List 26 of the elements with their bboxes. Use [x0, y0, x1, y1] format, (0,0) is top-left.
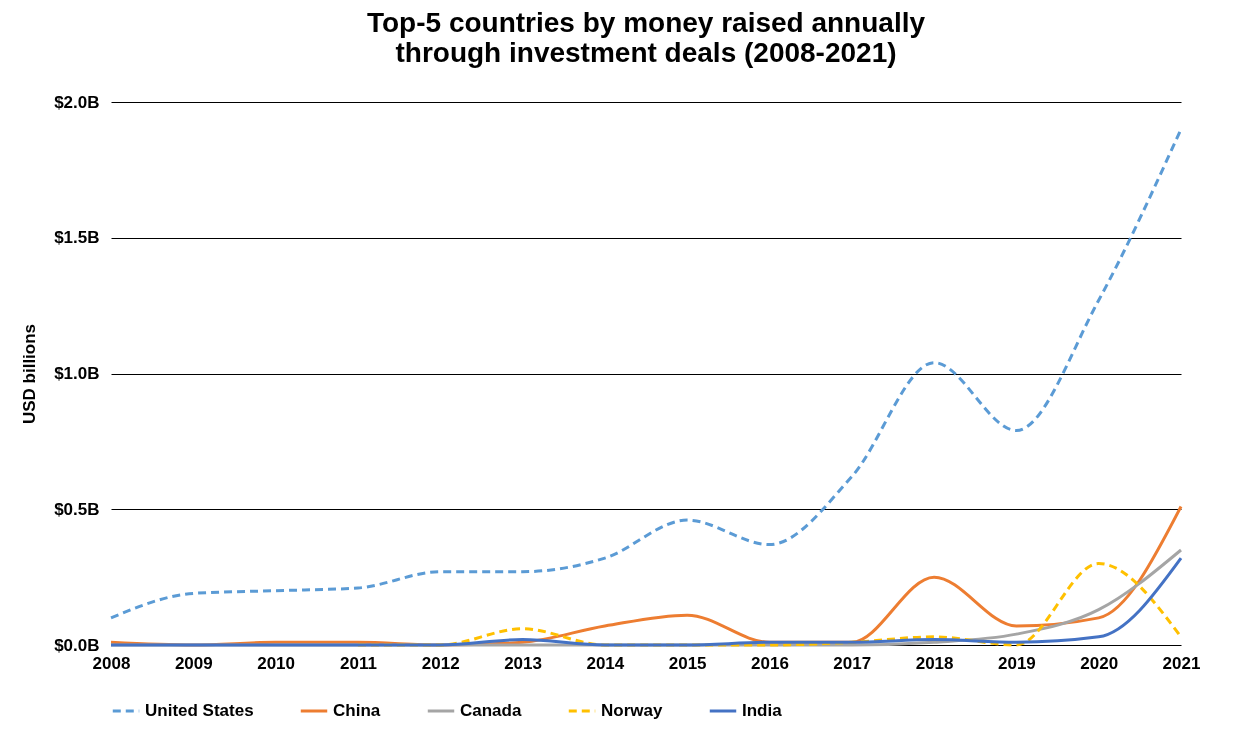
- y-tick-label: $1.5B: [54, 228, 100, 248]
- y-tick-label: $0.5B: [54, 499, 100, 519]
- x-tick-label: 2018: [915, 653, 954, 673]
- x-tick-label: 2012: [421, 653, 460, 673]
- x-tick-label: 2011: [339, 653, 377, 673]
- x-tick-label: 2021: [1162, 653, 1201, 673]
- x-tick-label: 2016: [751, 653, 789, 673]
- x-tick-label: 2020: [1080, 653, 1119, 673]
- y-tick-label: $2.0B: [54, 92, 100, 112]
- y-tick-label: $0.0B: [54, 635, 100, 655]
- legend-label: Norway: [601, 701, 663, 720]
- legend-label: China: [333, 701, 381, 720]
- legend-label: Canada: [460, 701, 522, 720]
- legend-label: United States: [145, 701, 254, 720]
- x-tick-label: 2015: [668, 653, 707, 673]
- x-tick-label: 2010: [257, 653, 296, 673]
- y-axis-title: USD billions: [20, 323, 40, 425]
- y-tick-label: $1.0B: [54, 364, 100, 383]
- legend-label: India: [742, 701, 783, 720]
- x-tick-label: 2014: [586, 653, 625, 673]
- x-tick-label: 2009: [174, 653, 213, 673]
- x-tick-label: 2019: [997, 653, 1036, 673]
- x-tick-label: 2017: [833, 653, 872, 673]
- x-tick-label: 2013: [504, 653, 542, 673]
- chart-title: Top-5 countries by money raised annually through investment deals (2008-2021): [366, 7, 926, 68]
- x-tick-label: 2008: [92, 653, 131, 673]
